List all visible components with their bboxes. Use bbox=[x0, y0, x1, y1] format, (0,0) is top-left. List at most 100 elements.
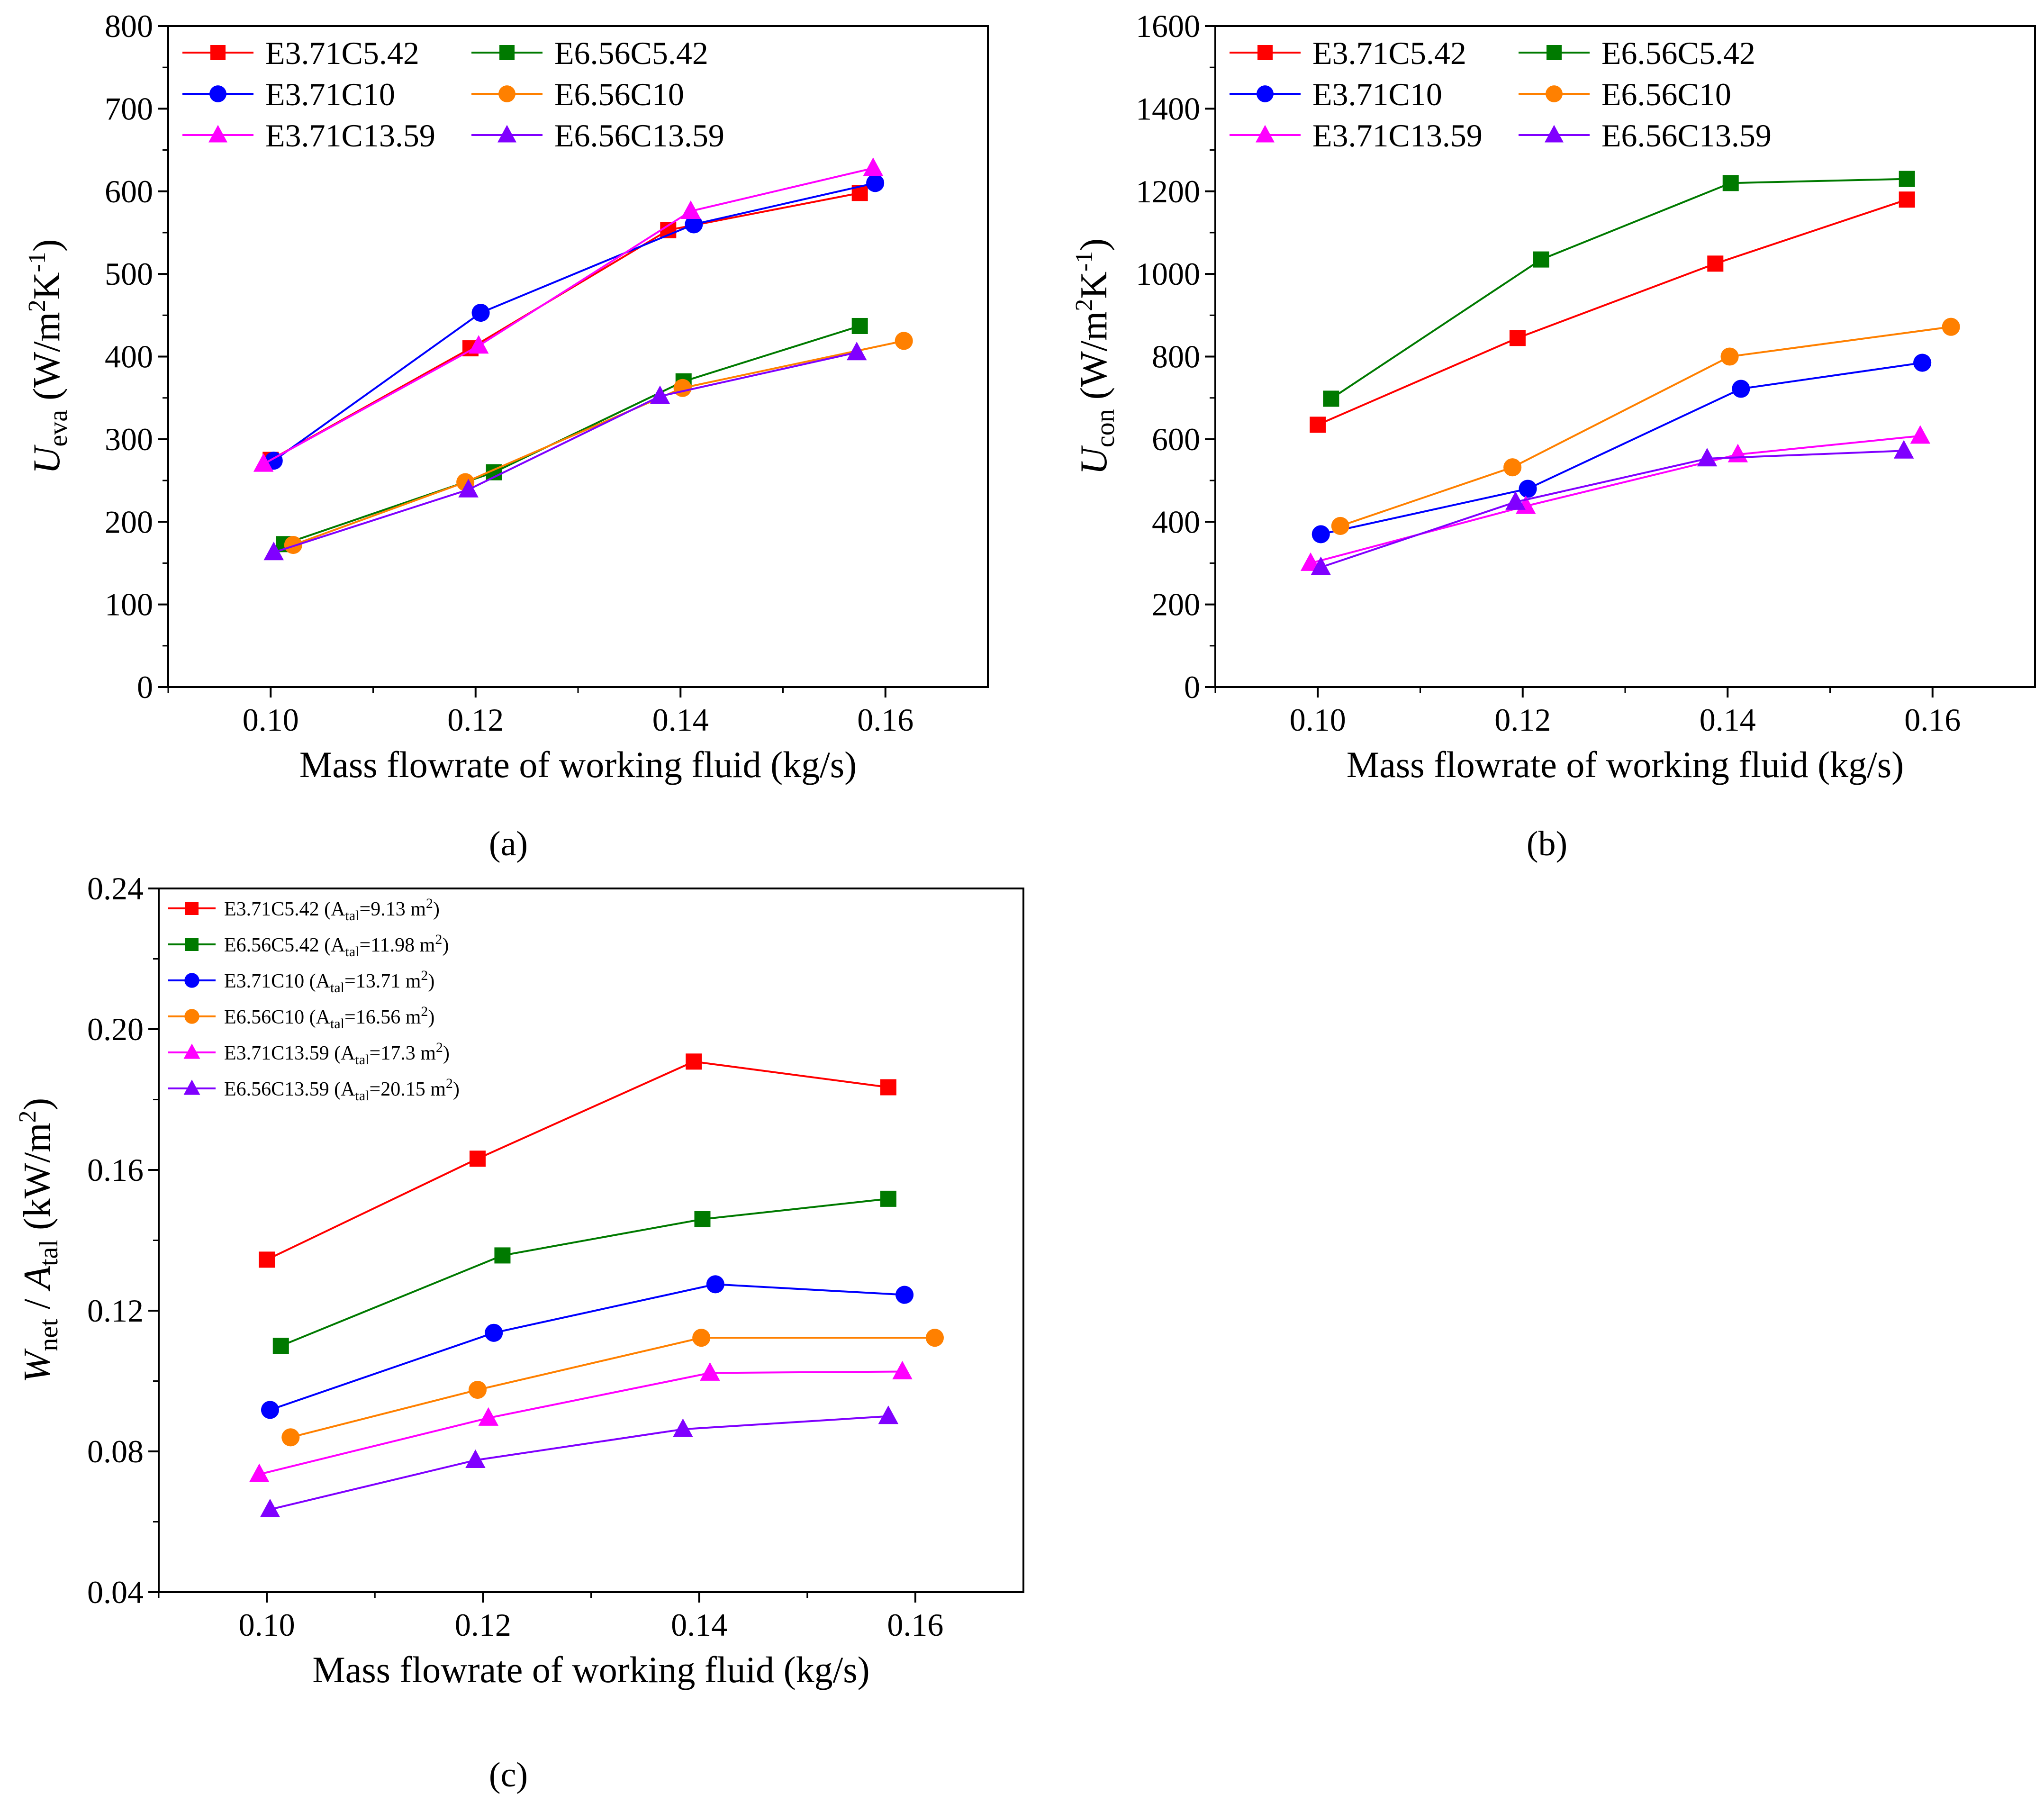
y-tick-label: 300 bbox=[105, 421, 153, 457]
legend-marker bbox=[498, 85, 516, 102]
y-label-superscript: -1 bbox=[1071, 251, 1098, 272]
legend-paren: ) bbox=[453, 1078, 460, 1100]
series-E3.71C10 bbox=[264, 174, 885, 470]
x-tick-label: 0.16 bbox=[887, 1607, 943, 1643]
data-point bbox=[895, 1286, 914, 1304]
y-label-subscript: con bbox=[1091, 409, 1120, 447]
series-E6.56C10 bbox=[281, 1329, 944, 1447]
data-point bbox=[650, 385, 670, 404]
series-line bbox=[273, 182, 876, 462]
legend-item: E6.56C13.59 bbox=[1519, 118, 1772, 154]
legend-area-symbol: A bbox=[316, 1006, 331, 1028]
legend-area-symbol: A bbox=[316, 970, 331, 992]
y-tick-label: 600 bbox=[105, 173, 153, 209]
panel-b-caption: (b) bbox=[1527, 824, 1567, 863]
data-point bbox=[1910, 425, 1931, 444]
legend-label: E6.56C5.42 (Atal=11.98 m2) bbox=[224, 932, 449, 960]
legend-label: E3.71C10 bbox=[1312, 76, 1442, 112]
y-label-separator: / bbox=[17, 1289, 58, 1319]
data-point bbox=[1893, 440, 1914, 459]
legend-item: E3.71C13.59 bbox=[1230, 118, 1483, 154]
data-point bbox=[260, 1498, 280, 1517]
legend-series-name: E3.71C10 bbox=[224, 970, 304, 992]
y-tick-label: 500 bbox=[105, 256, 153, 292]
y-tick-label: 1600 bbox=[1136, 8, 1200, 44]
legend-area-subscript: tal bbox=[355, 1052, 370, 1068]
y-label-unit: K bbox=[26, 272, 68, 300]
legend-item: E6.56C10 bbox=[1519, 76, 1731, 112]
legend-paren: ( bbox=[304, 1006, 316, 1028]
legend-item: E3.71C13.59 (Atal=17.3 m2) bbox=[168, 1040, 450, 1068]
panel-b: 0.10 0.12 0.14 0.16 0 200 400 600 800 1000 1200 140… bbox=[1071, 8, 2036, 863]
legend-unit: m bbox=[416, 1042, 436, 1064]
series-E6.56C10 bbox=[284, 332, 913, 554]
data-point bbox=[1311, 556, 1331, 575]
y-tick-label: 1200 bbox=[1136, 173, 1200, 209]
legend-item: E3.71C5.42 bbox=[1230, 35, 1466, 71]
series-E3.71C13.59 bbox=[253, 157, 884, 472]
data-point bbox=[1707, 255, 1724, 272]
y-axis-label: Ucon (W/m2K-1) bbox=[1071, 238, 1120, 475]
y-tick-label: 0.20 bbox=[87, 1011, 144, 1047]
data-point bbox=[686, 1053, 702, 1070]
series-line bbox=[290, 1337, 935, 1439]
x-axis-label: Mass flowrate of working fluid (kg/s) bbox=[1347, 744, 1904, 785]
data-point bbox=[692, 1329, 711, 1347]
legend-item: E3.71C5.42 bbox=[182, 35, 419, 71]
data-point bbox=[478, 1407, 499, 1426]
legend-series-name: E3.71C13.59 bbox=[224, 1042, 329, 1064]
series-E6.56C13.59 bbox=[263, 342, 867, 561]
series-E6.56C13.59 bbox=[260, 1405, 899, 1517]
y-tick-label: 600 bbox=[1152, 421, 1200, 457]
series-E6.56C10 bbox=[1331, 317, 1960, 535]
y-label-superscript: 2 bbox=[14, 1110, 41, 1123]
data-point bbox=[1505, 491, 1526, 510]
panel-a-caption: (a) bbox=[489, 824, 528, 863]
legend-label: E3.71C10 bbox=[265, 76, 395, 112]
data-point bbox=[673, 1418, 693, 1437]
y-tick-label: 100 bbox=[105, 587, 153, 623]
legend-marker bbox=[208, 125, 227, 143]
legend-unit: m bbox=[400, 1006, 421, 1028]
panel-a: 0.10 0.12 0.14 0.16 0 100 200 300 400 500 600 700 80… bbox=[24, 8, 989, 863]
legend-marker bbox=[1256, 125, 1275, 143]
data-point bbox=[458, 479, 479, 498]
legend-item: E6.56C13.59 bbox=[471, 118, 724, 154]
legend-area-subscript: tal bbox=[355, 1088, 370, 1104]
legend-unit-superscript: 2 bbox=[436, 1040, 443, 1055]
legend-label: E6.56C5.42 bbox=[554, 35, 708, 71]
legend-unit-superscript: 2 bbox=[446, 1076, 453, 1091]
legend-item: E3.71C10 bbox=[182, 76, 395, 112]
data-point bbox=[1503, 458, 1522, 477]
legend-marker bbox=[1545, 125, 1564, 143]
y-label-symbol: U bbox=[1073, 445, 1115, 475]
panel-c: 0.10 0.12 0.14 0.16 0.04 0.08 0.12 0.16 0.20 0.24… bbox=[14, 870, 1024, 1794]
legend-series-name: E3.71C5.42 bbox=[224, 898, 319, 920]
legend-label: E3.71C13.59 bbox=[265, 118, 435, 154]
series-E3.71C10 bbox=[1311, 353, 1932, 544]
panel-a-legend: E3.71C5.42 E6.56C5.42 E3.71C10 E6.56C10 E3.7… bbox=[182, 35, 724, 154]
data-point bbox=[469, 1151, 486, 1167]
legend-item: E3.71C10 bbox=[1230, 76, 1442, 112]
legend-unit-superscript: 2 bbox=[435, 932, 442, 947]
data-point bbox=[1722, 175, 1739, 191]
series-line bbox=[1320, 362, 1923, 535]
data-point bbox=[1942, 317, 1960, 336]
data-point bbox=[1913, 353, 1932, 372]
legend-equals: = bbox=[360, 934, 371, 956]
legend-paren: ( bbox=[329, 1042, 341, 1064]
legend-area-subscript: tal bbox=[345, 944, 360, 960]
x-axis-label: Mass flowrate of working fluid (kg/s) bbox=[312, 1649, 869, 1690]
legend-equals: = bbox=[370, 1042, 381, 1064]
legend-unit-superscript: 2 bbox=[426, 896, 433, 911]
y-tick-label: 800 bbox=[1152, 339, 1200, 375]
legend-label: E6.56C13.59 bbox=[554, 118, 724, 154]
data-point bbox=[253, 453, 274, 472]
y-tick-label: 0 bbox=[1184, 669, 1200, 705]
legend-item: E6.56C5.42 bbox=[1519, 35, 1755, 71]
y-label-unit: (W/m bbox=[1073, 311, 1115, 409]
legend-paren: ) bbox=[433, 898, 440, 920]
series-E3.71C5.42 bbox=[259, 1053, 896, 1268]
x-tick-label: 0.14 bbox=[1700, 702, 1756, 738]
